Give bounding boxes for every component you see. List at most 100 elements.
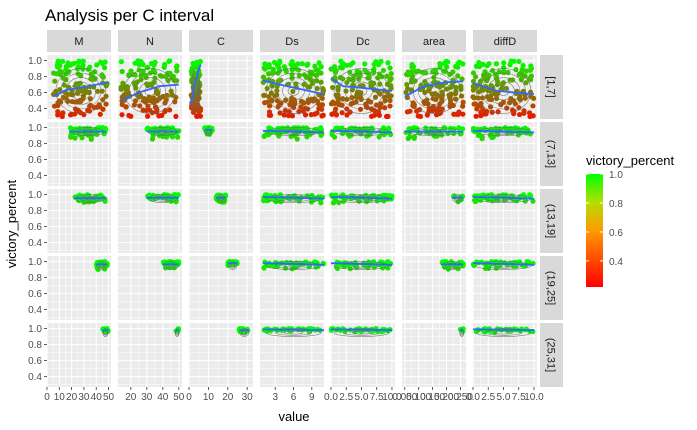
panel-diffD-row3 bbox=[472, 189, 537, 253]
data-point bbox=[94, 62, 100, 68]
data-point bbox=[455, 73, 461, 79]
data-point bbox=[57, 68, 63, 74]
contour-ring bbox=[481, 72, 526, 110]
data-point bbox=[289, 59, 295, 65]
data-point bbox=[80, 66, 86, 72]
y-tick-label: 0.4 bbox=[28, 238, 42, 249]
strip-background bbox=[402, 30, 466, 52]
panel-diffD-row4 bbox=[470, 256, 537, 320]
data-point bbox=[503, 85, 509, 92]
data-point bbox=[312, 63, 318, 69]
panel-N-row2 bbox=[118, 122, 182, 186]
legend-colorbar bbox=[586, 174, 603, 287]
y-tick-label: 0.8 bbox=[28, 139, 42, 150]
row-strip-label: (25,31] bbox=[545, 338, 557, 372]
y-tick-label: 0.8 bbox=[28, 273, 42, 284]
data-point bbox=[101, 65, 108, 71]
y-tick-label: 0.8 bbox=[28, 206, 42, 217]
points-group bbox=[260, 58, 327, 119]
data-point bbox=[344, 96, 350, 102]
data-point bbox=[150, 67, 156, 73]
panel-C-row2 bbox=[188, 122, 253, 186]
data-point bbox=[387, 97, 393, 104]
y-tick-label: 1.0 bbox=[28, 324, 42, 335]
panel-M-row4 bbox=[46, 256, 111, 320]
data-point bbox=[357, 106, 364, 112]
x-axis-title: value bbox=[278, 409, 309, 424]
x-tick-label: 10.0 bbox=[524, 392, 544, 403]
data-point bbox=[84, 125, 90, 131]
data-point bbox=[135, 58, 141, 64]
smooth-line bbox=[262, 196, 325, 200]
data-point bbox=[424, 97, 430, 103]
data-point bbox=[262, 61, 268, 67]
contour-ring bbox=[134, 77, 166, 105]
density-contours bbox=[441, 261, 463, 270]
data-point bbox=[499, 86, 505, 92]
data-point bbox=[373, 59, 379, 65]
data-point bbox=[88, 102, 94, 108]
data-point bbox=[307, 69, 313, 75]
data-point bbox=[318, 64, 324, 70]
data-point bbox=[170, 73, 176, 80]
data-point bbox=[290, 88, 296, 95]
data-point bbox=[354, 68, 360, 74]
x-tick-label: 3 bbox=[272, 392, 278, 403]
data-point bbox=[152, 59, 158, 65]
contour-ring bbox=[98, 262, 106, 269]
data-point bbox=[85, 107, 91, 114]
data-point bbox=[163, 97, 169, 103]
data-point bbox=[530, 113, 536, 119]
data-point bbox=[314, 85, 320, 92]
data-point bbox=[319, 102, 326, 108]
data-point bbox=[516, 58, 522, 64]
data-point bbox=[430, 96, 436, 102]
data-point bbox=[65, 60, 71, 66]
panel-Dc-row4 bbox=[330, 256, 395, 320]
smooth-line bbox=[52, 81, 109, 98]
data-point bbox=[363, 192, 369, 199]
density-contours bbox=[55, 68, 107, 114]
data-point bbox=[283, 97, 289, 103]
data-point bbox=[472, 101, 478, 107]
data-point bbox=[145, 113, 151, 119]
data-point bbox=[96, 102, 102, 108]
data-point bbox=[358, 95, 364, 101]
data-point bbox=[76, 58, 82, 64]
data-point bbox=[331, 64, 338, 70]
data-point bbox=[277, 110, 283, 116]
data-point bbox=[98, 59, 104, 65]
panel-background bbox=[118, 323, 182, 387]
data-point bbox=[407, 134, 413, 140]
contour-ring bbox=[287, 86, 300, 96]
data-point bbox=[261, 92, 267, 98]
data-point bbox=[167, 70, 173, 76]
data-point bbox=[470, 78, 477, 84]
strip-background bbox=[260, 30, 324, 52]
data-point bbox=[407, 108, 413, 114]
data-point bbox=[140, 68, 146, 74]
data-point bbox=[443, 58, 449, 64]
x-tick-label: 9 bbox=[309, 392, 315, 403]
data-point bbox=[482, 69, 488, 75]
data-point bbox=[268, 90, 274, 96]
data-point bbox=[55, 108, 61, 115]
data-point bbox=[338, 58, 344, 64]
panel-N-row1 bbox=[118, 55, 182, 120]
data-point bbox=[343, 88, 349, 94]
data-point bbox=[470, 125, 477, 132]
data-point bbox=[444, 86, 450, 92]
x-tick-label: 40 bbox=[157, 392, 169, 403]
contour-ring bbox=[282, 81, 305, 101]
data-point bbox=[422, 78, 428, 85]
panel-N-row5 bbox=[118, 323, 182, 387]
row-strip-2: (7,13] bbox=[540, 122, 563, 186]
panel-background bbox=[47, 323, 111, 387]
data-point bbox=[430, 108, 436, 114]
contour-ring bbox=[139, 81, 161, 101]
y-tick-label: 0.6 bbox=[28, 356, 42, 367]
data-point bbox=[355, 89, 361, 95]
data-point bbox=[520, 62, 526, 69]
density-contours bbox=[475, 68, 532, 114]
x-tick-label: 0.050 bbox=[392, 392, 417, 403]
